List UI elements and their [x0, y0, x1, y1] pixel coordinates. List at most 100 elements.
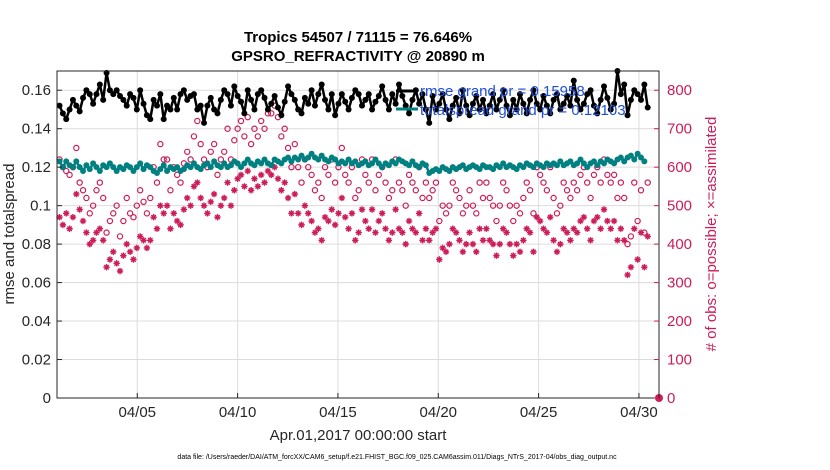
rmse-point-33	[167, 106, 174, 113]
obs-assimilated-point-138	[520, 237, 527, 244]
obs-possible-point-126	[479, 194, 487, 202]
x-tick-label-5: 04/30	[620, 404, 658, 421]
obs-assimilated-point-100	[392, 206, 399, 213]
x-axis: 04/05 04/10 04/15 04/20 04/25 04/30	[118, 393, 658, 421]
obs-assimilated-point-109	[422, 225, 430, 232]
obs-assimilated-point-7	[79, 217, 87, 225]
obs-assimilated-point-146	[547, 213, 554, 221]
obs-possible-point-49	[221, 148, 228, 155]
rmse-point-125	[476, 106, 483, 113]
x-tick-label-3: 04/20	[419, 404, 457, 421]
obs-assimilated-point-27	[147, 237, 154, 244]
obs-possible-point-171	[631, 179, 638, 186]
rmse-point-0	[56, 102, 63, 109]
rmse-point-91	[362, 96, 369, 103]
obs-assimilated-point-154	[573, 229, 581, 236]
obs-assimilated-point-127	[483, 225, 490, 232]
rmse-point-6	[76, 108, 83, 115]
obs-possible-point-8	[83, 194, 90, 202]
rmse-point-87	[348, 94, 355, 101]
obs-possible-point-113	[436, 217, 443, 225]
obs-possible-point-74	[305, 163, 312, 171]
obs-possible-point-48	[217, 156, 225, 163]
obs-assimilated-point-151	[563, 229, 571, 236]
obs-assimilated-point-40	[190, 183, 198, 190]
series-obs-possible	[56, 102, 651, 248]
obs-assimilated-point-125	[476, 225, 483, 232]
obs-possible-point-55	[241, 133, 248, 140]
obs-possible-point-133	[503, 187, 510, 194]
obs-assimilated-point-69	[288, 210, 295, 217]
plot-frame	[56, 70, 660, 399]
obs-assimilated-point-172	[634, 256, 641, 263]
obs-possible-point-138	[520, 194, 527, 202]
obs-assimilated-point-147	[550, 237, 557, 244]
rmse-point-58	[251, 106, 258, 113]
rmse-point-73	[301, 94, 308, 101]
obs-assimilated-point-123	[469, 240, 477, 248]
obs-possible-point-24	[136, 187, 144, 194]
obs-possible-point-169	[624, 240, 631, 248]
rmse-point-150	[560, 100, 567, 107]
totalspread-point-24	[137, 160, 144, 167]
obs-assimilated-point-161	[597, 225, 604, 232]
obs-possible-point-72	[298, 179, 305, 186]
rmse-point-144	[540, 93, 547, 100]
rmse-point-104	[406, 110, 413, 117]
obs-assimilated-point-48	[217, 202, 225, 209]
obs-assimilated-point-137	[516, 248, 524, 256]
rmse-point-55	[241, 110, 248, 117]
rmse-point-89	[355, 91, 362, 98]
rmse-point-84	[338, 91, 345, 98]
rmse-point-156	[580, 100, 587, 107]
obs-assimilated-point-17	[113, 260, 120, 267]
obs-possible-point-114	[439, 202, 446, 209]
rmse-point-105	[409, 96, 416, 103]
totalspread-point-174	[641, 158, 648, 165]
obs-possible-point-136	[513, 202, 520, 209]
obs-possible-point-18	[116, 233, 124, 240]
obs-assimilated-point-38	[184, 194, 191, 202]
rmse-point-60	[258, 87, 265, 94]
obs-assimilated-point-116	[446, 240, 453, 248]
obs-possible-point-127	[483, 179, 490, 186]
y-axis-right: 0 100 200 300 400 500 600 700 800	[654, 82, 692, 407]
rmse-point-163	[604, 94, 611, 101]
y-right-tick-label-2: 200	[667, 313, 692, 330]
rmse-point-154	[574, 96, 581, 103]
obs-assimilated-point-93	[368, 206, 376, 213]
rmse-point-52	[231, 83, 238, 90]
obs-assimilated-point-158	[587, 237, 594, 244]
rmse-point-110	[426, 119, 433, 126]
obs-possible-point-84	[338, 144, 346, 152]
rmse-point-123	[469, 100, 476, 107]
obs-assimilated-point-54	[237, 171, 245, 179]
obs-possible-point-167	[617, 179, 625, 186]
obs-possible-point-11	[93, 187, 100, 194]
legend-spread-label: totalspread grand pr = 0.12103	[420, 102, 626, 119]
rmse-point-25	[140, 100, 147, 107]
obs-possible-point-150	[560, 179, 567, 186]
rmse-point-175	[644, 104, 651, 111]
y-right-tick-label-0: 0	[667, 390, 675, 407]
obs-assimilated-point-56	[244, 167, 251, 175]
obs-possible-point-17	[113, 202, 120, 209]
obs-assimilated-point-4	[69, 213, 77, 221]
rmse-point-97	[382, 96, 389, 103]
obs-possible-point-153	[570, 179, 577, 186]
obs-assimilated-point-167	[617, 225, 625, 232]
rmse-point-137	[516, 91, 523, 98]
obs-assimilated-point-85	[342, 213, 349, 221]
obs-assimilated-point-169	[624, 271, 631, 279]
obs-assimilated-point-70	[291, 190, 298, 198]
obs-assimilated-point-71	[294, 210, 302, 217]
series-obs-assimilated	[56, 163, 651, 279]
rmse-point-80	[325, 106, 332, 113]
obs-assimilated-point-124	[473, 248, 480, 256]
x-axis-label: Apr.01,2017 00:00:00 start	[270, 427, 448, 444]
obs-assimilated-point-173	[637, 229, 645, 236]
y-left-tick-label-2: 0.04	[22, 313, 51, 330]
obs-possible-point-164	[607, 179, 614, 186]
rmse-point-83	[335, 100, 342, 107]
obs-possible-point-101	[395, 179, 403, 186]
